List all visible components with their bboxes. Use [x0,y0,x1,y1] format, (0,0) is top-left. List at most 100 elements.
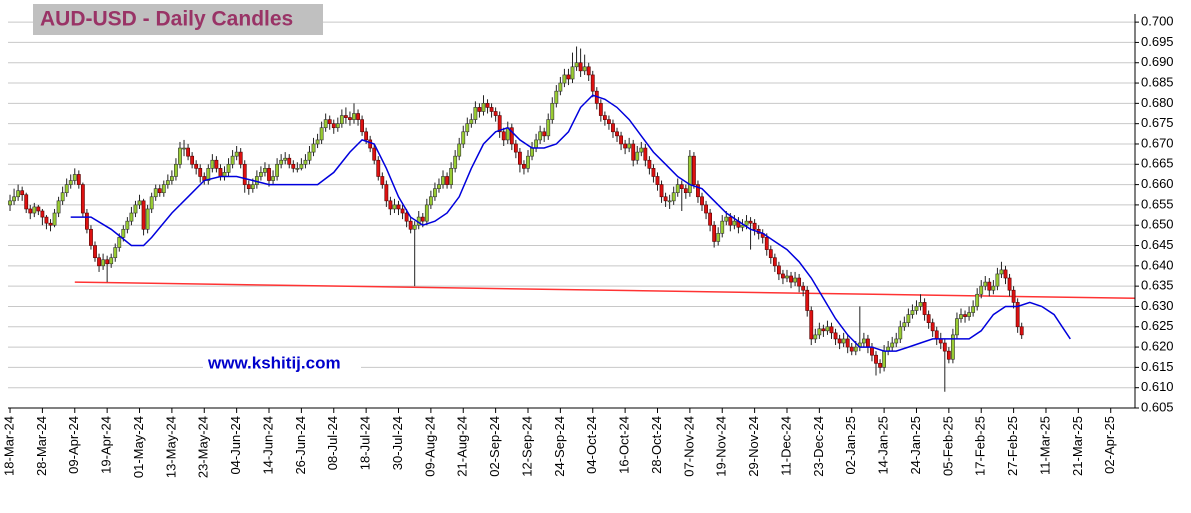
candle-body [283,157,288,161]
candle-body [145,208,150,230]
y-tick-label: 0.695 [1141,34,1174,49]
y-tick-label: 0.675 [1141,115,1174,130]
x-tick-label: 28-Mar-24 [34,416,49,476]
candle-body [210,159,215,169]
x-tick-label: 11-Dec-24 [778,416,793,476]
candle-body [926,314,931,324]
candle-body [631,143,636,161]
candle-body [153,188,158,198]
candle-body [408,220,413,230]
candle-body [323,119,328,129]
candle-body [384,184,389,202]
candle-body [615,131,619,137]
candle-body [902,322,907,328]
candle-body [874,354,878,364]
candle-body [582,66,587,72]
candle-body [882,350,887,368]
candle-body [275,163,280,177]
candle-body [404,212,409,222]
candle-body [101,259,105,267]
candle-body [659,184,664,198]
candle-body [149,196,154,210]
candle-body [234,151,239,157]
candle-body [117,237,122,248]
candle-body [870,346,874,356]
candle-body [639,147,644,153]
candle-body [817,328,822,336]
candle-body [109,257,114,265]
candle-body [712,224,717,242]
candle-body [647,159,652,169]
candle-body [267,168,271,181]
candle-body [918,302,923,307]
x-tick-label: 08-Jul-24 [325,416,340,470]
candle-body [987,281,992,291]
candle-body [388,200,393,210]
candle-body [85,212,89,230]
candle-body [671,192,676,202]
y-tick-label: 0.640 [1141,257,1174,272]
candle-body [748,220,753,224]
x-tick-label: 23-Dec-24 [811,416,826,477]
x-tick-label: 02-Apr-25 [1102,416,1117,474]
chart-title: AUD-USD - Daily Candles [40,8,293,31]
x-tick-label: 14-Jun-24 [260,416,275,475]
candle-body [194,163,199,169]
candle-body [263,168,267,173]
candle-body [303,159,308,165]
candle-body [48,222,53,226]
candle-body [959,314,963,319]
x-tick-label: 18-Mar-24 [1,416,16,476]
candle-body [655,176,660,185]
candle-body [380,176,385,185]
x-tick-label: 04-Jun-24 [228,416,243,475]
candle-body [481,103,486,112]
grid [8,21,1139,413]
candle-body [995,273,1000,287]
candle-body [473,107,478,120]
candle-body [607,119,611,124]
candle-body [44,216,49,224]
candle-body [878,363,882,368]
candle-body [271,176,275,181]
y-tick-label: 0.660 [1141,176,1174,191]
x-tick-label: 13-May-24 [163,416,178,478]
candle-body [724,216,729,222]
candle-body [311,143,316,153]
x-tick-label: 17-Feb-25 [973,416,988,476]
candle-body [161,184,166,194]
candle-body [623,143,628,149]
x-tick-label: 30-Jul-24 [390,416,405,470]
candle-body [457,143,462,157]
candle-body [178,147,182,165]
candle-body [105,259,110,265]
candle-body [950,334,955,360]
candle-body [752,222,757,230]
candle-body [20,190,25,196]
candle-body [352,113,356,120]
candle-body [291,163,296,169]
candle-body [8,200,12,206]
candle-body [1015,302,1020,328]
y-tick-label: 0.650 [1141,217,1174,232]
candle-body [137,200,142,206]
candle-body [558,82,563,92]
candle-body [785,275,789,279]
candle-body [1003,269,1008,279]
candle-body [797,277,802,287]
candle-body [578,62,583,72]
candle-body [513,143,518,153]
candle-body [16,190,21,198]
candle-body [68,180,73,185]
candle-body [866,338,870,348]
x-tick-label: 19-Apr-24 [99,416,114,474]
candle-body [679,184,684,189]
candle-body [424,204,429,222]
y-tick-label: 0.615 [1141,359,1174,374]
candle-body [971,306,976,313]
candle-body [469,119,474,124]
y-tick-label: 0.665 [1141,156,1174,171]
candle-body [975,293,980,307]
candle-body [999,269,1004,275]
